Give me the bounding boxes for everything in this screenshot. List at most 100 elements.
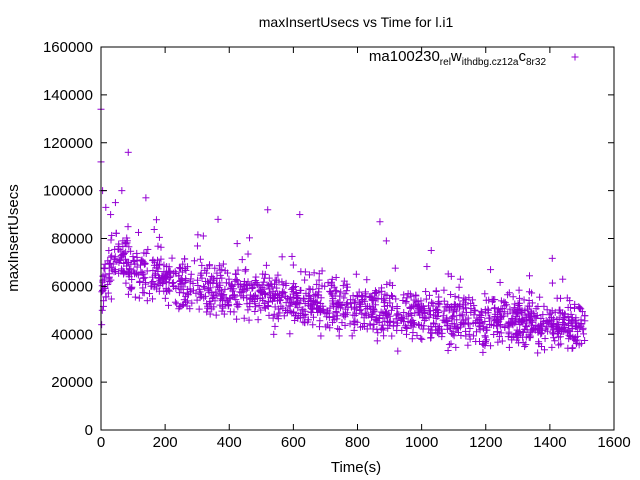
data-point <box>476 319 484 327</box>
data-point <box>331 292 339 300</box>
data-point <box>516 299 524 307</box>
data-point <box>286 307 294 315</box>
data-point <box>254 316 262 324</box>
data-point <box>306 286 314 294</box>
data-point <box>450 312 458 320</box>
data-point <box>505 343 513 351</box>
data-point <box>385 318 393 326</box>
data-point <box>324 279 332 287</box>
data-point <box>565 316 573 324</box>
data-point <box>199 232 207 240</box>
data-point <box>536 293 544 301</box>
data-point <box>539 320 547 328</box>
data-point <box>450 332 458 340</box>
data-point <box>485 314 493 322</box>
data-point <box>107 236 115 244</box>
data-point <box>125 243 133 251</box>
data-point <box>477 307 485 315</box>
data-point <box>388 303 396 311</box>
data-point <box>513 336 521 344</box>
data-point <box>367 305 375 313</box>
data-point <box>369 309 377 317</box>
data-point <box>443 314 451 322</box>
data-point <box>292 288 300 296</box>
data-point <box>149 295 157 303</box>
data-point <box>494 328 502 336</box>
data-point <box>181 255 189 263</box>
data-point <box>328 297 336 305</box>
data-point <box>380 302 388 310</box>
data-point <box>553 294 561 302</box>
data-point <box>394 319 402 327</box>
data-point <box>98 282 106 290</box>
data-point <box>229 292 237 300</box>
data-point <box>177 302 185 310</box>
data-point <box>534 303 542 311</box>
data-point <box>497 329 505 337</box>
data-point <box>209 293 217 301</box>
data-point <box>337 288 345 296</box>
data-point <box>315 323 323 331</box>
data-point <box>376 218 384 226</box>
data-point <box>505 330 513 338</box>
data-point <box>171 298 179 306</box>
y-tick-label: 40000 <box>51 326 93 343</box>
y-tick-label: 80000 <box>51 231 93 248</box>
data-point <box>115 259 123 267</box>
data-point <box>356 302 364 310</box>
data-point <box>208 305 216 313</box>
y-tick-label: 140000 <box>43 87 93 104</box>
data-point <box>270 330 278 338</box>
data-point <box>525 297 533 305</box>
data-point <box>315 276 323 284</box>
legend: ma100230relwithdbg.cz12ac8r32 <box>369 48 579 68</box>
data-point <box>466 325 474 333</box>
data-point <box>373 337 381 345</box>
data-point <box>560 320 568 328</box>
data-point <box>578 308 586 316</box>
data-point <box>516 321 524 329</box>
data-point <box>157 255 165 263</box>
data-point <box>570 304 578 312</box>
data-point <box>410 319 418 327</box>
data-point <box>197 290 205 298</box>
data-point <box>432 287 440 295</box>
data-point <box>350 299 358 307</box>
data-point <box>128 284 136 292</box>
data-point <box>292 312 300 320</box>
data-point <box>317 332 325 340</box>
data-point <box>434 299 442 307</box>
data-point <box>483 336 491 344</box>
data-point <box>402 298 410 306</box>
data-point <box>182 276 190 284</box>
data-point <box>282 281 290 289</box>
data-point <box>162 278 170 286</box>
data-point <box>273 290 281 298</box>
data-point <box>117 247 125 255</box>
data-point <box>214 215 222 223</box>
data-point <box>123 237 131 245</box>
data-point <box>208 294 216 302</box>
legend-marker-plus-icon <box>571 53 579 61</box>
data-point <box>394 310 402 318</box>
data-point <box>192 289 200 297</box>
data-point <box>472 318 480 326</box>
data-point <box>296 286 304 294</box>
data-point <box>102 203 110 211</box>
x-tick-label: 800 <box>345 434 370 451</box>
data-point <box>334 325 342 333</box>
data-point <box>111 266 119 274</box>
data-point <box>412 292 420 300</box>
data-point <box>533 325 541 333</box>
data-point <box>152 216 160 224</box>
data-point <box>206 310 214 318</box>
legend-marker-plus-icon <box>571 53 579 61</box>
data-point <box>358 310 366 318</box>
data-point <box>186 285 194 293</box>
data-point <box>101 265 109 273</box>
data-point <box>503 301 511 309</box>
data-point <box>426 291 434 299</box>
data-point <box>504 310 512 318</box>
data-point <box>466 335 474 343</box>
data-point <box>403 294 411 302</box>
